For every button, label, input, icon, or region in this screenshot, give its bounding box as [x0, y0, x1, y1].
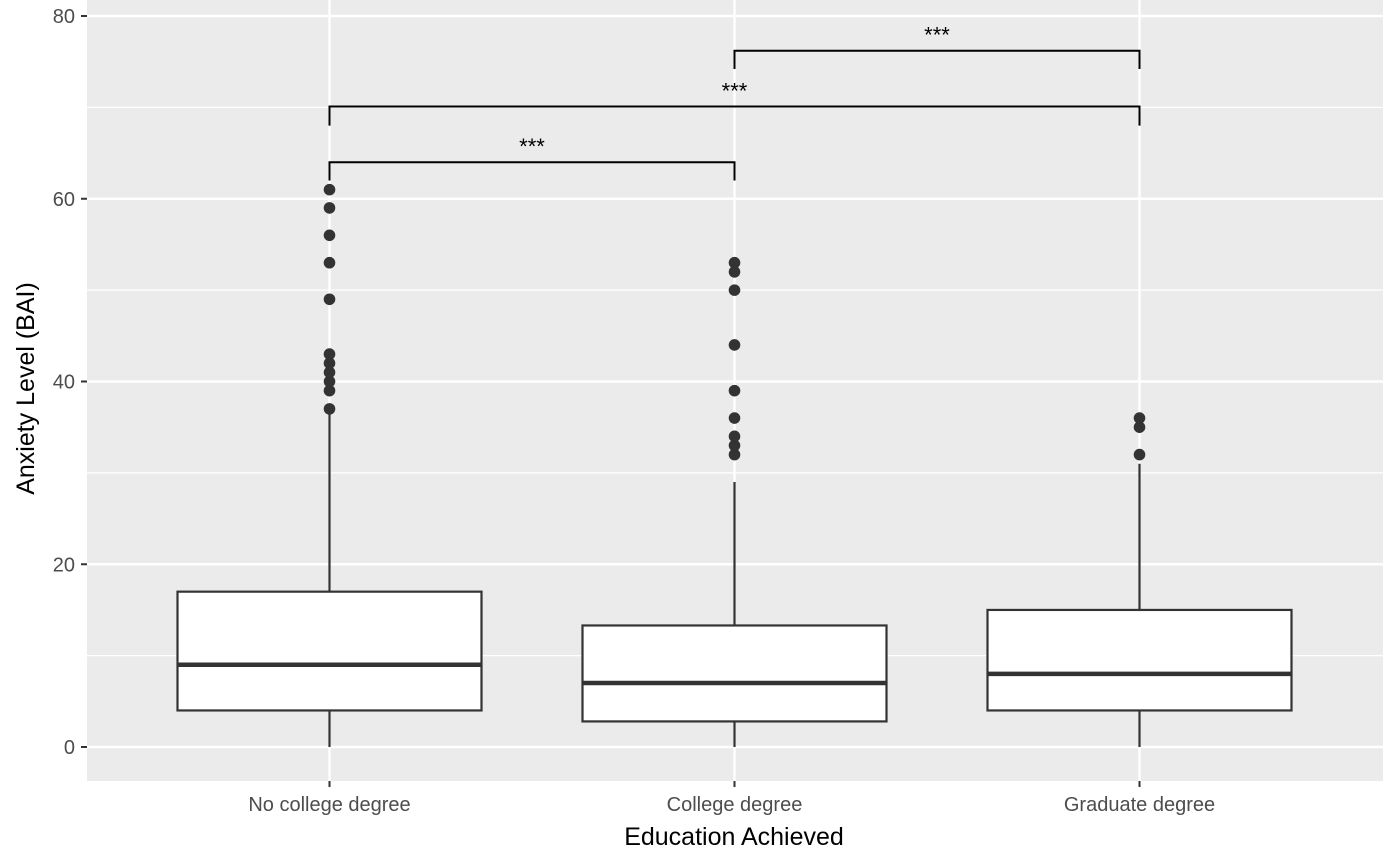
outlier-point	[728, 384, 741, 397]
bracket-line	[328, 105, 1141, 126]
significance-label: ***	[924, 23, 950, 48]
bracket-line	[733, 49, 1141, 69]
x-tick-label: College degree	[667, 794, 803, 816]
significance-label: ***	[519, 134, 545, 159]
y-tick-label: 20	[53, 554, 75, 576]
y-tick-label: 0	[64, 737, 75, 759]
x-tick-label: Graduate degree	[1064, 794, 1215, 816]
x-axis-title: Education Achieved	[624, 823, 844, 851]
box-group	[986, 412, 1293, 747]
outlier-point	[323, 293, 336, 306]
x-tick-label: No college degree	[248, 794, 410, 816]
box	[986, 608, 1293, 712]
outlier-point	[323, 256, 336, 269]
outlier-point	[323, 202, 336, 214]
y-tick-label: 40	[53, 372, 75, 394]
outlier-point	[728, 448, 741, 461]
outlier-point	[1133, 421, 1146, 433]
outlier-point	[728, 256, 741, 269]
significance-bracket: ***	[733, 23, 1141, 69]
outlier-point	[728, 412, 741, 424]
box-group	[176, 183, 483, 747]
outlier-point	[323, 375, 336, 388]
significance-bracket: ***	[328, 78, 1141, 126]
box	[176, 590, 483, 712]
outlier-point	[323, 403, 336, 415]
outlier-point	[728, 430, 741, 443]
outlier-point	[323, 183, 336, 196]
significance-bracket: ***	[328, 134, 736, 181]
outlier-point	[323, 357, 336, 370]
significance-brackets: *** *** ***	[328, 23, 1141, 181]
y-axis-title: Anxiety Level (BAI)	[12, 282, 40, 495]
outlier-point	[323, 384, 336, 397]
box-group	[581, 256, 888, 747]
x-axis: No college degree College degree Graduate …	[248, 781, 1215, 816]
boxes	[176, 183, 1293, 747]
outlier-point	[728, 439, 741, 452]
outlier-point	[1133, 412, 1146, 424]
box	[581, 624, 888, 723]
outlier-point	[728, 266, 741, 278]
outlier-point	[728, 284, 741, 296]
y-axis: 0 20 40 60 80	[53, 6, 87, 759]
significance-label: ***	[722, 78, 748, 103]
bracket-line	[328, 161, 736, 181]
outlier-point	[323, 229, 336, 242]
outlier-point	[1133, 448, 1146, 461]
y-tick-label: 80	[53, 6, 75, 28]
outlier-point	[323, 366, 336, 379]
outlier-point	[728, 339, 741, 351]
outlier-point	[323, 348, 336, 360]
y-tick-label: 60	[53, 189, 75, 211]
